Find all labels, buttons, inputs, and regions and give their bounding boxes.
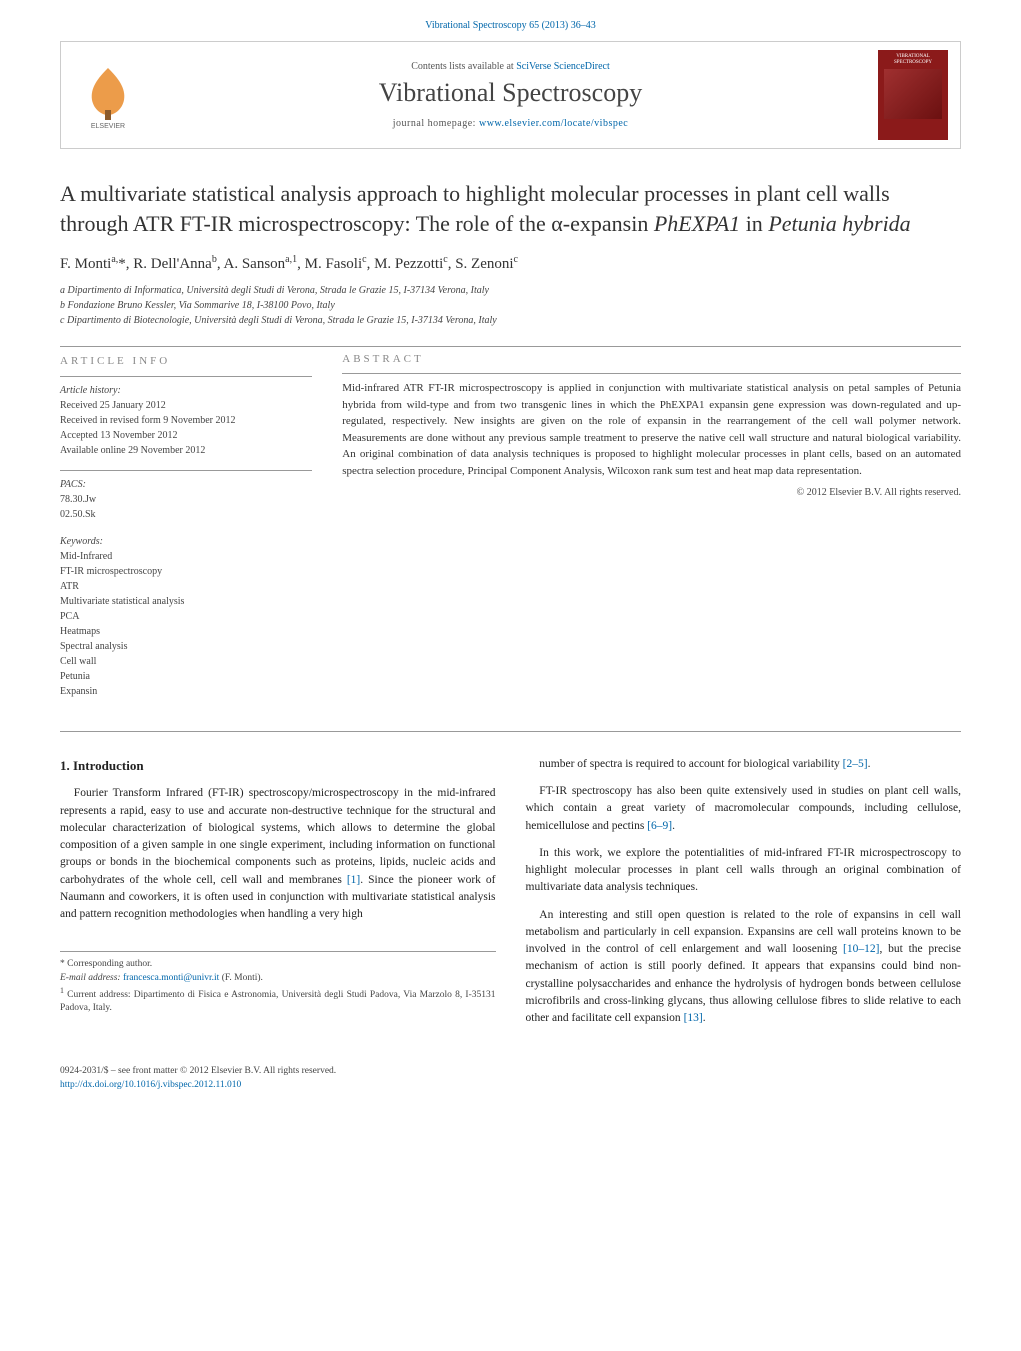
abstract-rule [342, 373, 961, 374]
keyword-line: Multivariate statistical analysis [60, 594, 312, 609]
keywords-label: Keywords: [60, 534, 312, 549]
history-line: Accepted 13 November 2012 [60, 428, 312, 443]
email-line: E-mail address: francesca.monti@univr.it… [60, 972, 496, 985]
cover-image-placeholder [884, 69, 942, 119]
keyword-line: Heatmaps [60, 624, 312, 639]
body-paragraph: Fourier Transform Infrared (FT-IR) spect… [60, 785, 496, 923]
citation-link[interactable]: [1] [347, 874, 360, 886]
abstract-column: ABSTRACT Mid-infrared ATR FT-IR microspe… [342, 353, 961, 711]
body-paragraph: FT-IR spectroscopy has also been quite e… [526, 783, 962, 835]
top-rule [60, 346, 961, 347]
page-footer: 0924-2031/$ – see front matter © 2012 El… [0, 1057, 1021, 1112]
abstract-heading: ABSTRACT [342, 353, 961, 365]
running-head: Vibrational Spectroscopy 65 (2013) 36–43 [0, 0, 1021, 41]
contents-available-line: Contents lists available at SciVerse Sci… [143, 61, 878, 72]
journal-homepage-line: journal homepage: www.elsevier.com/locat… [143, 118, 878, 129]
history-line: Received in revised form 9 November 2012 [60, 413, 312, 428]
article-history-block: Article history: Received 25 January 201… [60, 383, 312, 458]
corresponding-author-note: * Corresponding author. [60, 958, 496, 971]
pacs-line: 78.30.Jw [60, 492, 312, 507]
footnote-1-text: Current address: Dipartimento di Fisica … [60, 990, 496, 1013]
info-abstract-row: ARTICLE INFO Article history: Received 2… [60, 353, 961, 711]
email-suffix: (F. Monti). [219, 973, 263, 983]
body-paragraph: number of spectra is required to account… [526, 756, 962, 773]
citation-link[interactable]: [10–12] [843, 943, 879, 955]
footnote-1: 1 Current address: Dipartimento di Fisic… [60, 985, 496, 1016]
keyword-line: Cell wall [60, 654, 312, 669]
body-paragraph: An interesting and still open question i… [526, 907, 962, 1028]
email-label: E-mail address: [60, 973, 123, 983]
pacs-label: PACS: [60, 477, 312, 492]
keyword-line: Spectral analysis [60, 639, 312, 654]
article-info-heading: ARTICLE INFO [60, 353, 312, 370]
pacs-block: PACS: 78.30.Jw02.50.Sk [60, 477, 312, 522]
article-main: A multivariate statistical analysis appr… [0, 149, 1021, 1057]
info-rule-1 [60, 376, 312, 377]
author-list: F. Montia,*, R. Dell'Annab, A. Sansona,1… [60, 254, 961, 273]
keyword-line: PCA [60, 609, 312, 624]
footnotes-block: * Corresponding author. E-mail address: … [60, 951, 496, 1015]
history-label: Article history: [60, 383, 312, 398]
affiliation-line: b Fondazione Bruno Kessler, Via Sommariv… [60, 298, 961, 313]
affiliation-line: a Dipartimento di Informatica, Universit… [60, 283, 961, 298]
body-column-right: number of spectra is required to account… [526, 756, 962, 1038]
article-title: A multivariate statistical analysis appr… [60, 179, 961, 238]
body-two-columns: 1. Introduction Fourier Transform Infrar… [60, 756, 961, 1038]
journal-name: Vibrational Spectroscopy [143, 78, 878, 108]
affiliation-line: c Dipartimento di Biotecnologie, Univers… [60, 313, 961, 328]
publisher-logo-box: ELSEVIER [73, 60, 143, 130]
cover-title: VIBRATIONAL SPECTROSCOPY [882, 54, 944, 65]
keyword-line: ATR [60, 579, 312, 594]
history-line: Available online 29 November 2012 [60, 443, 312, 458]
section-number: 1. [60, 758, 70, 773]
abstract-text: Mid-infrared ATR FT-IR microspectroscopy… [342, 380, 961, 479]
article-info-column: ARTICLE INFO Article history: Received 2… [60, 353, 312, 711]
homepage-prefix: journal homepage: [393, 118, 479, 129]
history-line: Received 25 January 2012 [60, 398, 312, 413]
mid-rule [60, 731, 961, 732]
title-italic-species: Petunia hybrida [768, 211, 910, 236]
title-mid: in [740, 211, 768, 236]
keyword-line: FT-IR microspectroscopy [60, 564, 312, 579]
citation-link[interactable]: [13] [684, 1012, 703, 1024]
keyword-line: Expansin [60, 684, 312, 699]
body-paragraph: In this work, we explore the potentialit… [526, 845, 962, 897]
sciencedirect-link[interactable]: SciVerse ScienceDirect [516, 61, 610, 72]
title-italic-gene: PhEXPA1 [654, 211, 740, 236]
banner-center: Contents lists available at SciVerse Sci… [143, 61, 878, 129]
journal-homepage-link[interactable]: www.elsevier.com/locate/vibspec [479, 118, 628, 129]
affiliations: a Dipartimento di Informatica, Universit… [60, 283, 961, 328]
pacs-line: 02.50.Sk [60, 507, 312, 522]
citation-link[interactable]: [6–9] [647, 820, 672, 832]
elsevier-text: ELSEVIER [91, 123, 125, 130]
info-rule-2 [60, 470, 312, 471]
doi-link[interactable]: http://dx.doi.org/10.1016/j.vibspec.2012… [60, 1080, 241, 1090]
contents-prefix: Contents lists available at [411, 61, 516, 72]
keywords-block: Keywords: Mid-InfraredFT-IR microspectro… [60, 534, 312, 699]
journal-cover-thumb: VIBRATIONAL SPECTROSCOPY [878, 50, 948, 140]
running-head-text: Vibrational Spectroscopy 65 (2013) 36–43 [425, 20, 595, 31]
section-title: Introduction [73, 758, 144, 773]
journal-banner: ELSEVIER Contents lists available at Sci… [60, 41, 961, 149]
issn-copyright-line: 0924-2031/$ – see front matter © 2012 El… [60, 1065, 961, 1078]
body-column-left: 1. Introduction Fourier Transform Infrar… [60, 756, 496, 1038]
corresponding-email-link[interactable]: francesca.monti@univr.it [123, 973, 219, 983]
keyword-line: Petunia [60, 669, 312, 684]
keyword-line: Mid-Infrared [60, 549, 312, 564]
elsevier-tree-icon: ELSEVIER [78, 60, 138, 130]
abstract-copyright: © 2012 Elsevier B.V. All rights reserved… [342, 487, 961, 498]
section-1-heading: 1. Introduction [60, 756, 496, 776]
citation-link[interactable]: [2–5] [843, 758, 868, 770]
